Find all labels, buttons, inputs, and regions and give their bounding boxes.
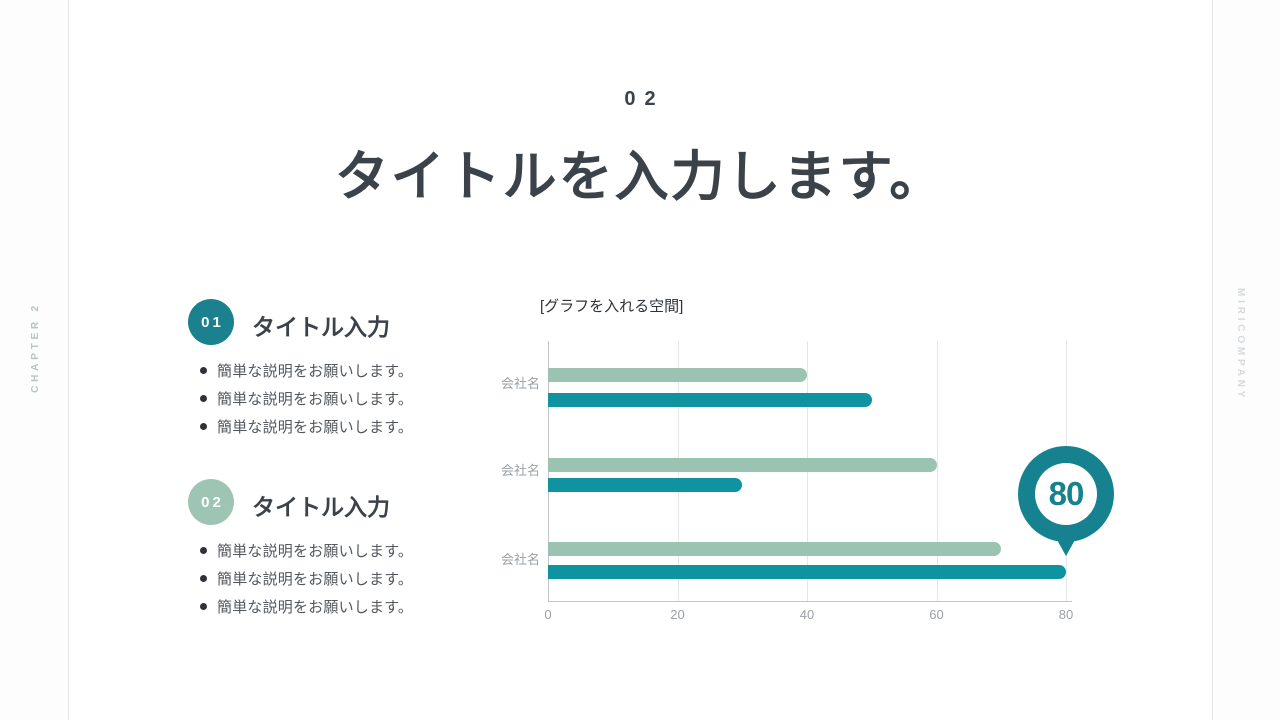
section-heading: タイトル入力	[252, 314, 390, 340]
callout-value: 80	[1048, 475, 1085, 512]
bullet-list: 簡単な説明をお願いします。 簡単な説明をお願いします。 簡単な説明をお願いします…	[200, 536, 460, 620]
category-label: 会社名	[500, 463, 540, 478]
list-item: 簡単な説明をお願いします。	[200, 384, 460, 412]
list-item: 簡単な説明をお願いします。	[200, 592, 460, 620]
bar-teal	[548, 478, 743, 492]
bullet-text: 簡単な説明をお願いします。	[217, 542, 414, 560]
x-tick-label: 20	[670, 607, 685, 622]
bar-teal	[548, 393, 872, 407]
left-margin-divider	[68, 0, 69, 720]
bar-chart-plot: 0 20 40 60 80 会社名 会社名 会社名 80	[501, 341, 1114, 622]
page-title: タイトルを入力します。	[334, 147, 946, 207]
left-margin	[0, 0, 68, 720]
bar-teal	[548, 565, 1066, 579]
gridline	[936, 341, 938, 601]
list-item: 簡単な説明をお願いします。	[200, 536, 460, 564]
company-side-label: MIRICOMPANY	[1235, 288, 1246, 402]
bullet-dot-icon	[200, 394, 207, 402]
x-tick-label: 0	[544, 607, 552, 622]
bullet-dot-icon	[200, 422, 207, 430]
section-number-kicker: 02	[624, 88, 665, 110]
category-label: 会社名	[500, 376, 540, 391]
bullet-dot-icon	[200, 574, 207, 582]
list-item: 簡単な説明をお願いします。	[200, 564, 460, 592]
bullet-text: 簡単な説明をお願いします。	[217, 362, 414, 380]
bullet-dot-icon	[200, 366, 207, 374]
list-item: 簡単な説明をお願いします。	[200, 356, 460, 384]
numbered-badge-01: 01	[188, 299, 234, 345]
chart-placeholder-title: [グラフを入れる空間]	[540, 298, 684, 315]
x-tick-label: 60	[929, 607, 944, 622]
callout-inner-disc: 80	[1035, 463, 1097, 525]
category-label: 会社名	[500, 552, 540, 567]
bullet-text: 簡単な説明をお願いします。	[217, 418, 414, 436]
bar-sage	[548, 542, 1002, 556]
callout-circle: 80	[1018, 446, 1114, 542]
bullet-text: 簡単な説明をお願いします。	[217, 570, 414, 588]
x-tick-label: 80	[1058, 607, 1074, 622]
bullet-dot-icon	[200, 546, 207, 554]
bullet-text: 簡単な説明をお願いします。	[217, 598, 414, 616]
list-item: 簡単な説明をお願いします。	[200, 412, 460, 440]
bullet-dot-icon	[200, 602, 207, 610]
right-margin	[1213, 0, 1280, 720]
callout-tail	[1056, 538, 1076, 556]
x-axis-line	[548, 601, 1072, 602]
bullet-list: 簡単な説明をお願いします。 簡単な説明をお願いします。 簡単な説明をお願いします…	[200, 356, 460, 440]
bullet-text: 簡単な説明をお願いします。	[217, 390, 414, 408]
x-tick-label: 40	[799, 607, 815, 622]
chapter-side-label: CHAPTER 2	[30, 302, 41, 393]
bar-sage	[548, 368, 807, 382]
section-heading: タイトル入力	[252, 494, 390, 520]
numbered-badge-02: 02	[188, 479, 234, 525]
bar-sage	[548, 458, 937, 472]
right-margin-divider	[1212, 0, 1213, 720]
